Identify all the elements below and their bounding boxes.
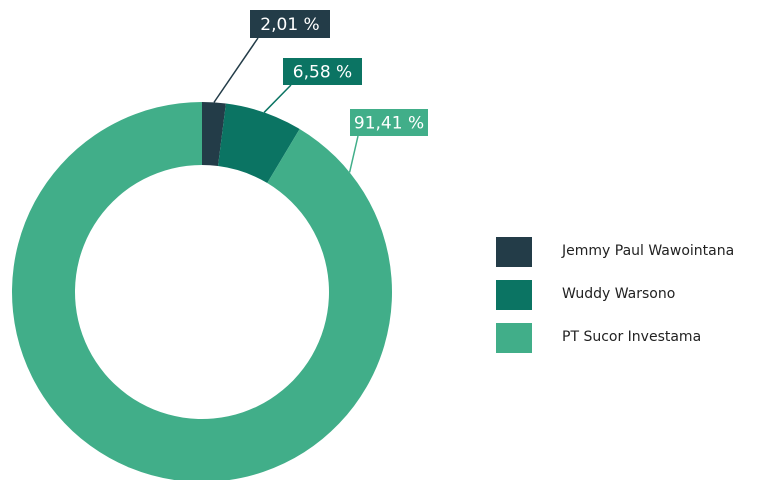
data-label: 6,58 %	[293, 63, 352, 83]
slice	[217, 103, 300, 184]
slice	[202, 102, 226, 167]
label-box	[350, 109, 428, 136]
leader-line	[348, 135, 359, 173]
leader-line	[263, 84, 292, 113]
legend-label: Jemmy Paul Wawointana	[561, 243, 734, 259]
legend-label: Wuddy Warsono	[562, 286, 675, 302]
legend-swatch	[496, 237, 532, 267]
slice	[12, 102, 392, 480]
legend-label: PT Sucor Investama	[562, 329, 701, 345]
legend-swatch	[496, 323, 532, 353]
leader-line	[213, 37, 259, 103]
label-box	[250, 10, 330, 38]
label-box	[283, 58, 362, 85]
data-label: 91,41 %	[354, 114, 424, 134]
legend-swatch	[496, 280, 532, 310]
data-label: 2,01 %	[260, 15, 319, 35]
